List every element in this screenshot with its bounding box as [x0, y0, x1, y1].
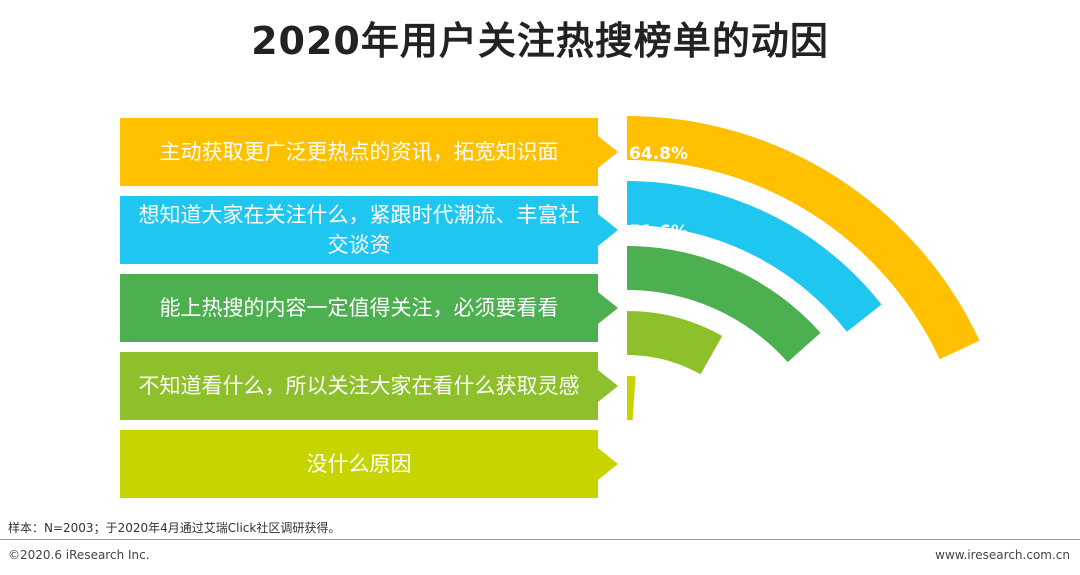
copyright-text: ©2020.6 iResearch Inc. — [8, 548, 150, 562]
sample-note: 样本：N=2003；于2020年4月通过艾瑞Click社区调研获得。 — [8, 521, 341, 535]
fan-bar-chart: 64.8%51.6%48.2%29.3%3.8% — [120, 116, 980, 498]
value-label-5: 3.8% — [629, 456, 676, 476]
category-box-5 — [120, 430, 618, 498]
category-label-4: 不知道看什么，所以关注大家在看什么获取灵感 — [138, 374, 580, 398]
category-box-1 — [120, 118, 618, 186]
chart-title: 2020年用户关注热搜榜单的动因 — [251, 19, 829, 63]
category-box-3 — [120, 274, 618, 342]
category-label-1: 主动获取更广泛更热点的资讯，拓宽知识面 — [159, 140, 559, 164]
category-box-2 — [120, 196, 618, 264]
website-text: www.iresearch.com.cn — [935, 548, 1070, 562]
category-box-4 — [120, 352, 618, 420]
fan-bar-3 — [627, 246, 821, 363]
category-label-3: 能上热搜的内容一定值得关注，必须要看看 — [159, 296, 559, 320]
footer-divider — [0, 539, 1080, 540]
value-label-2: 51.6% — [629, 222, 688, 242]
fan-bar-4 — [627, 311, 723, 375]
value-label-1: 64.8% — [629, 144, 688, 164]
category-label-5: 没什么原因 — [306, 452, 412, 476]
value-label-4: 29.3% — [629, 378, 688, 398]
category-label-2: 想知道大家在关注什么，紧跟时代潮流、丰富社交谈资 — [138, 203, 580, 257]
fan-bar-2 — [627, 181, 882, 332]
fan-bar-1 — [627, 116, 980, 360]
fan-bar-5 — [627, 376, 636, 421]
